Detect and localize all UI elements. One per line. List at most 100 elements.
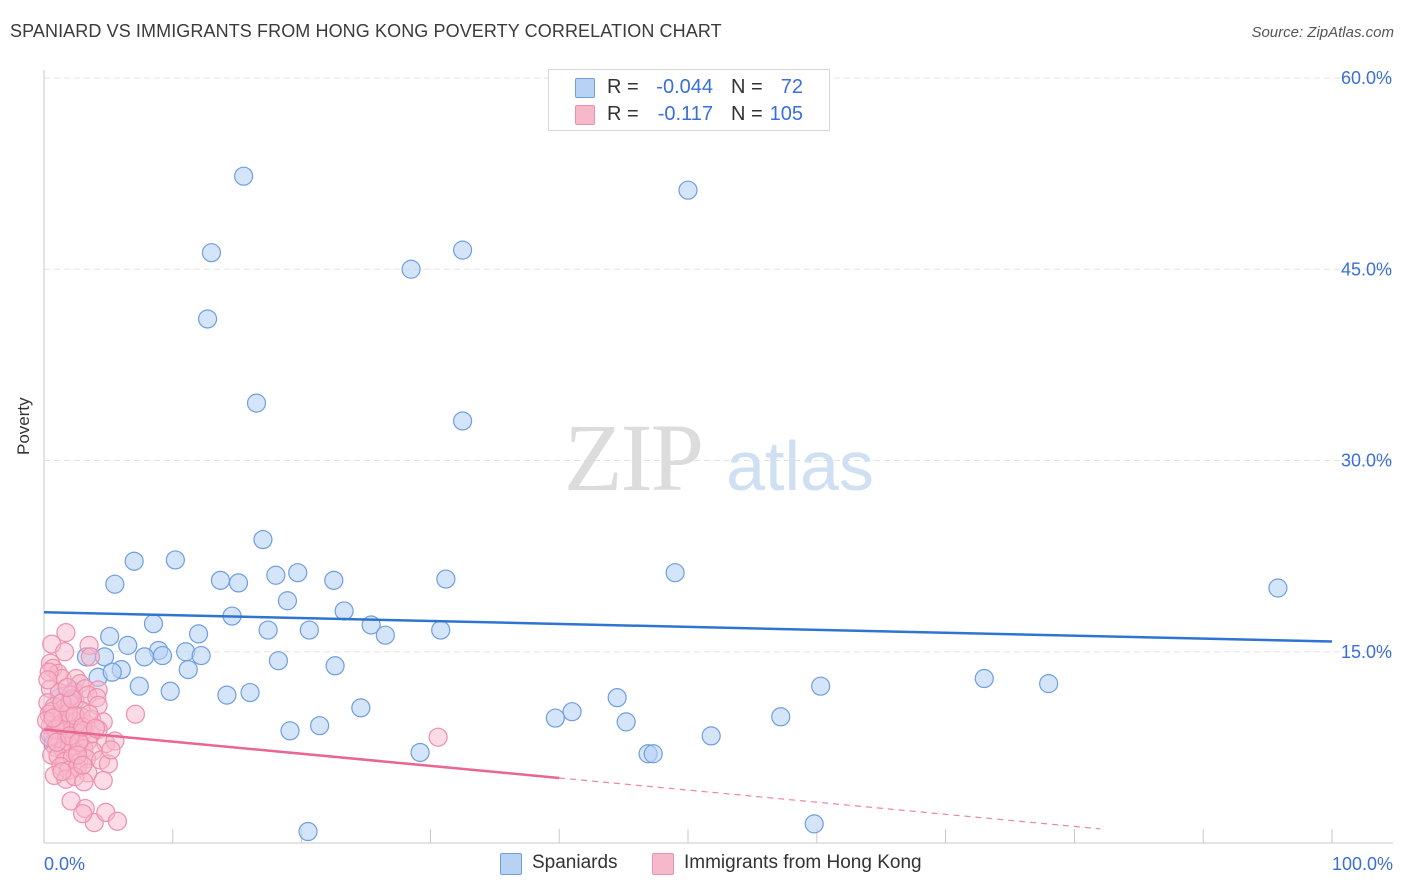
spaniards-point bbox=[102, 662, 122, 682]
spaniards-point bbox=[298, 821, 318, 842]
spaniards-point bbox=[105, 574, 125, 594]
spaniards-point bbox=[246, 393, 267, 413]
spaniards-point bbox=[268, 651, 289, 671]
hong-kong-point bbox=[73, 804, 93, 824]
n-value: 72 bbox=[780, 76, 803, 98]
spaniards-point bbox=[351, 698, 371, 718]
hong-kong-point bbox=[125, 704, 146, 724]
spaniards-point bbox=[134, 647, 155, 667]
spaniards-point bbox=[288, 563, 308, 583]
legend-swatch-hong-kong bbox=[575, 105, 595, 125]
spaniards-point bbox=[266, 565, 286, 585]
watermark-atlas: atlas bbox=[726, 427, 874, 505]
spaniards-point bbox=[1268, 578, 1288, 598]
trend-layer bbox=[43, 610, 1333, 830]
spaniards-point bbox=[299, 620, 319, 640]
r-value: -0.044 bbox=[656, 76, 713, 98]
r-value: -0.117 bbox=[657, 103, 713, 125]
spaniards-point bbox=[129, 676, 149, 696]
spaniards-point bbox=[201, 243, 222, 263]
spaniards-point bbox=[562, 702, 582, 722]
hong-kong-point bbox=[74, 772, 94, 792]
hong-kong-point bbox=[73, 755, 93, 775]
source-label: Source: ZipAtlas.com bbox=[1251, 24, 1394, 41]
spaniards-point bbox=[188, 624, 209, 644]
spaniards-trend-line bbox=[43, 610, 1333, 643]
spaniards-point bbox=[217, 685, 237, 705]
spaniards-point bbox=[160, 681, 180, 701]
hong-kong-point bbox=[56, 623, 76, 643]
hong-kong-point bbox=[55, 642, 75, 662]
spaniards-point bbox=[678, 180, 698, 200]
spaniards-point bbox=[258, 620, 278, 640]
stats-legend-row-hong-kong: R = -0.117 N = 105 bbox=[549, 101, 829, 127]
hong-kong-trend-line bbox=[43, 728, 560, 780]
spaniards-point bbox=[375, 625, 395, 645]
spaniards-point bbox=[325, 656, 345, 676]
tick-labels: 15.0% 30.0% 45.0% 60.0% 0.0% 100.0% bbox=[44, 68, 1393, 874]
spaniards-point bbox=[1039, 674, 1059, 694]
hong-kong-point bbox=[93, 770, 113, 791]
r-label: R = bbox=[607, 76, 639, 98]
spaniards-point bbox=[253, 529, 273, 550]
spaniards-point bbox=[118, 635, 138, 655]
y-tick-label: 30.0% bbox=[1341, 451, 1392, 471]
hong-kong-point bbox=[428, 727, 448, 747]
spaniards-point bbox=[124, 551, 144, 571]
y-tick-label: 45.0% bbox=[1341, 259, 1392, 279]
spaniards-point bbox=[234, 166, 254, 186]
x-tick-label: 100.0% bbox=[1332, 854, 1393, 874]
spaniards-point bbox=[280, 721, 300, 741]
spaniards-point bbox=[240, 682, 260, 703]
axis-layer bbox=[43, 70, 1393, 844]
y-tick-label: 60.0% bbox=[1341, 68, 1392, 88]
spaniards-point bbox=[453, 240, 473, 260]
legend-swatch-hong-kong bbox=[652, 853, 674, 875]
spaniards-point bbox=[665, 563, 685, 583]
spaniards-point bbox=[804, 814, 824, 834]
hong-kong-point bbox=[101, 740, 121, 760]
spaniards-point bbox=[310, 716, 330, 736]
points-layer bbox=[36, 166, 1288, 842]
spaniards-point bbox=[811, 676, 831, 696]
spaniards-point bbox=[152, 645, 173, 666]
spaniards-point bbox=[100, 626, 120, 647]
legend-swatch-spaniards bbox=[575, 78, 595, 98]
spaniards-point bbox=[197, 309, 218, 329]
hong-kong-point bbox=[57, 677, 77, 698]
hong-kong-point bbox=[52, 761, 72, 782]
stats-legend-row-spaniards: R = -0.044 N = 72 bbox=[549, 74, 829, 100]
legend-swatch-spaniards bbox=[500, 853, 522, 875]
legend-label-spaniards: Spaniards bbox=[532, 852, 618, 873]
spaniards-point bbox=[453, 411, 473, 431]
spaniards-point bbox=[143, 614, 164, 634]
spaniards-point bbox=[974, 668, 994, 689]
spaniards-point bbox=[277, 591, 298, 611]
hong-kong-point bbox=[38, 670, 58, 690]
hong-kong-point bbox=[43, 708, 63, 728]
y-tick-label: 15.0% bbox=[1341, 642, 1392, 662]
spaniards-point bbox=[607, 688, 627, 708]
spaniards-point bbox=[701, 726, 721, 746]
hong-kong-point bbox=[80, 647, 100, 667]
spaniards-point bbox=[643, 744, 663, 764]
n-label: N = bbox=[731, 76, 763, 98]
spaniards-point bbox=[178, 659, 198, 680]
spaniards-point bbox=[431, 620, 451, 640]
spaniards-point bbox=[545, 708, 565, 728]
grid-layer bbox=[44, 77, 1393, 653]
hong-kong-point bbox=[107, 811, 128, 831]
n-label: N = bbox=[731, 103, 763, 125]
spaniards-point bbox=[334, 601, 354, 621]
legend-label-hong-kong: Immigrants from Hong Kong bbox=[684, 852, 922, 873]
stats-legend: R = -0.044 N = 72 R = -0.117 N = 105 bbox=[548, 69, 830, 131]
spaniards-point bbox=[228, 573, 249, 593]
watermark: ZIP atlas bbox=[564, 404, 874, 511]
spaniards-point bbox=[401, 259, 421, 279]
n-value: 105 bbox=[769, 103, 803, 125]
r-label: R = bbox=[607, 103, 639, 125]
spaniards-point bbox=[410, 742, 430, 763]
spaniards-point bbox=[191, 645, 211, 666]
spaniards-point bbox=[210, 570, 231, 590]
